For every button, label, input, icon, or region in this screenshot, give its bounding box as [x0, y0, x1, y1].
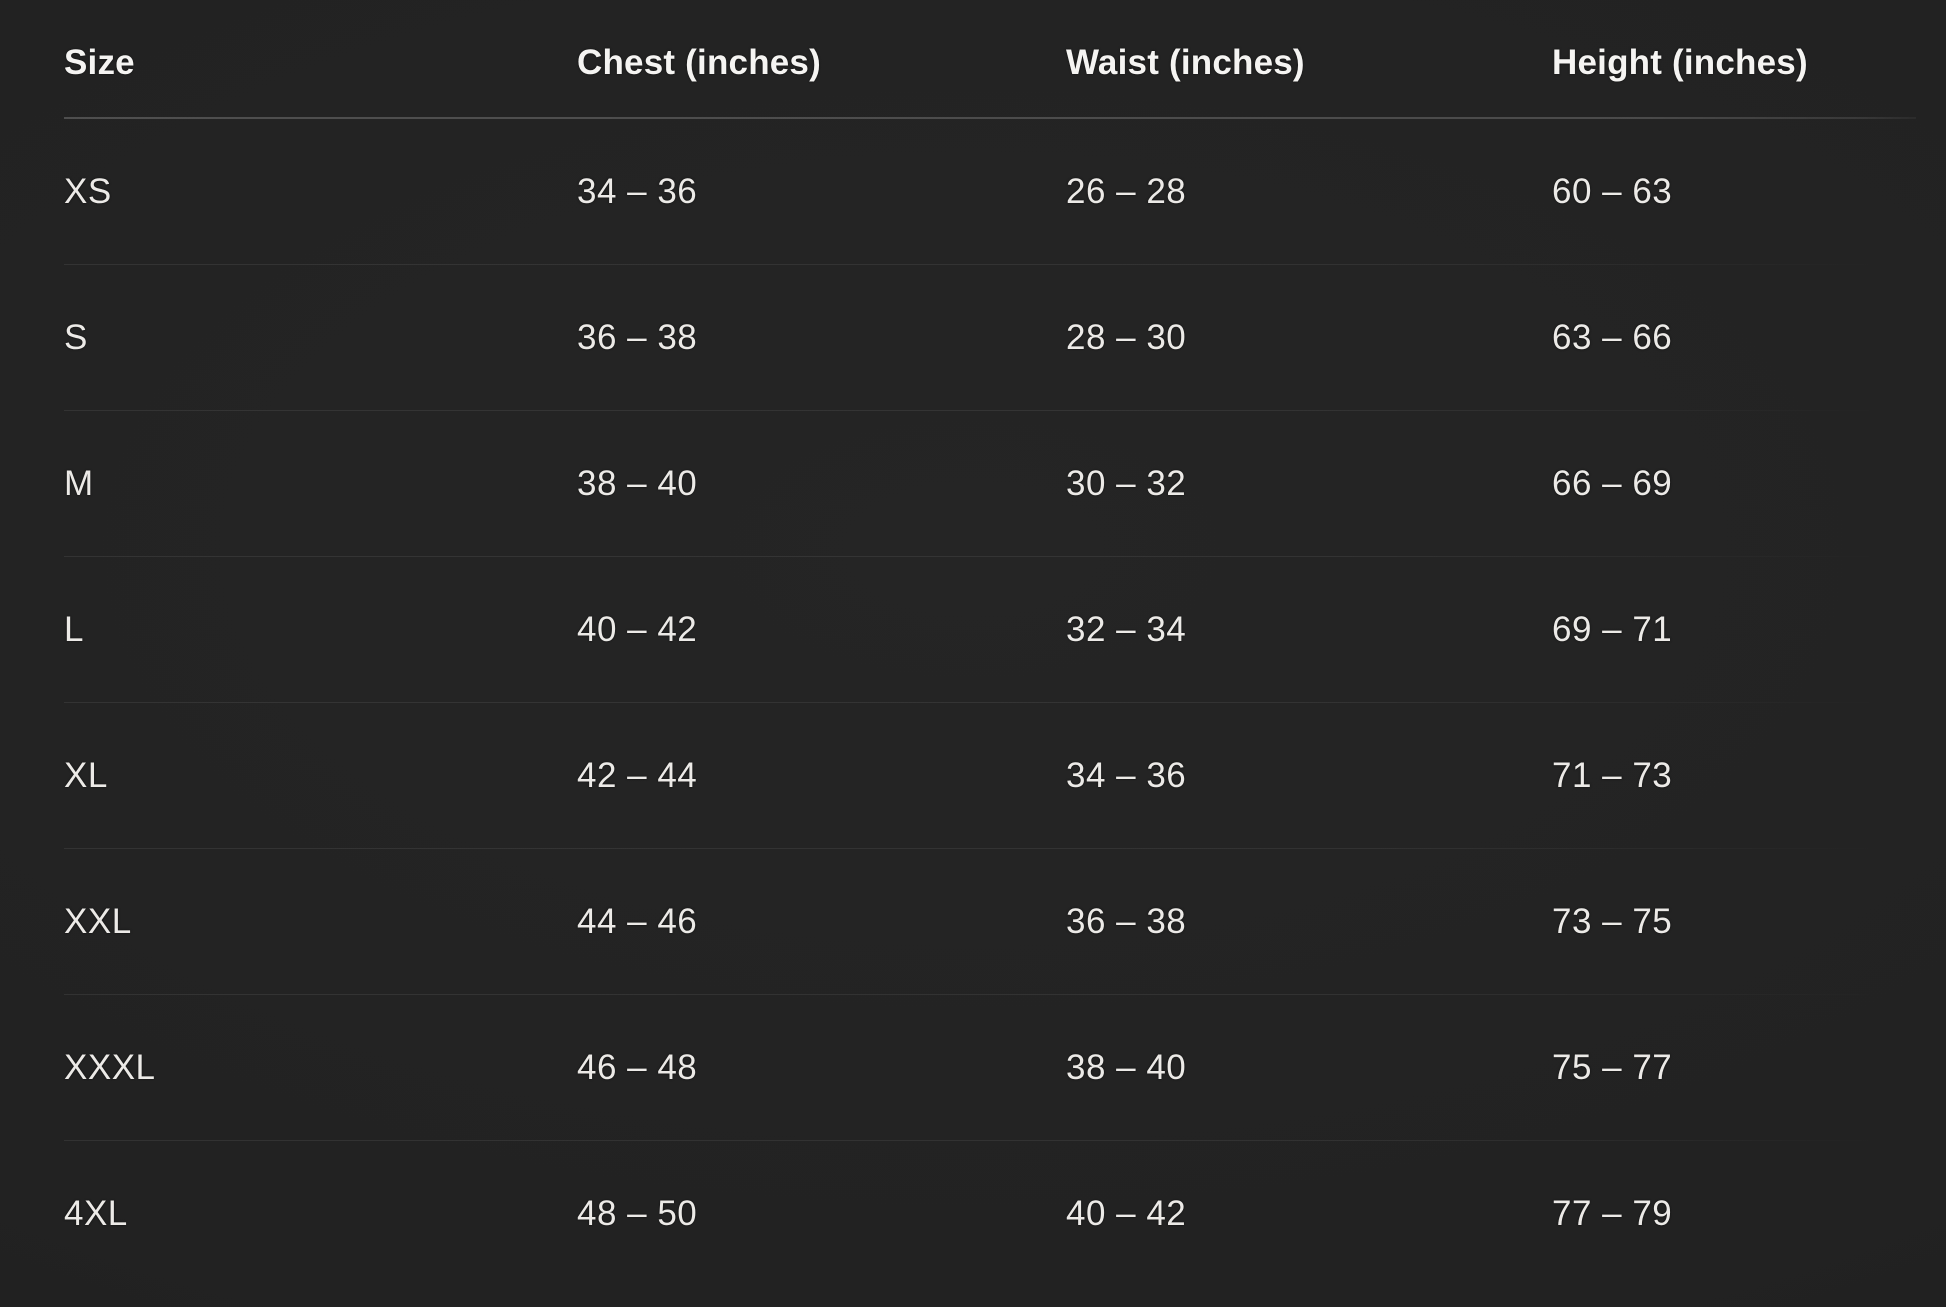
column-header-chest: Chest (inches)	[577, 42, 821, 82]
height-cell: 66 – 69	[1552, 464, 1673, 503]
chest-cell: 40 – 42	[577, 610, 698, 649]
size-cell: 4XL	[64, 1194, 128, 1233]
table-row-l: L 40 – 42 32 – 34 69 – 71	[64, 557, 1930, 703]
height-cell: 69 – 71	[1552, 610, 1673, 649]
table-row-xxxl: XXXL 46 – 48 38 – 40 75 – 77	[64, 995, 1930, 1141]
table-row-4xl: 4XL 48 – 50 40 – 42 77 – 79	[64, 1141, 1930, 1287]
table-row-xxl: XXL 44 – 46 36 – 38 73 – 75	[64, 849, 1930, 995]
table-header-row: Size Chest (inches) Waist (inches) Heigh…	[64, 0, 1930, 119]
size-cell: S	[64, 318, 88, 357]
chest-cell: 36 – 38	[577, 318, 698, 357]
table-row-xl: XL 42 – 44 34 – 36 71 – 73	[64, 703, 1930, 849]
waist-cell: 36 – 38	[1066, 902, 1187, 941]
size-cell: M	[64, 464, 94, 503]
column-header-waist: Waist (inches)	[1066, 42, 1305, 82]
waist-cell: 40 – 42	[1066, 1194, 1187, 1233]
column-header-size: Size	[64, 42, 135, 82]
height-cell: 77 – 79	[1552, 1194, 1673, 1233]
waist-cell: 26 – 28	[1066, 172, 1187, 211]
chest-cell: 46 – 48	[577, 1048, 698, 1087]
chest-cell: 38 – 40	[577, 464, 698, 503]
height-cell: 73 – 75	[1552, 902, 1673, 941]
chest-cell: 34 – 36	[577, 172, 698, 211]
height-cell: 60 – 63	[1552, 172, 1673, 211]
size-cell: XS	[64, 172, 112, 211]
height-cell: 71 – 73	[1552, 756, 1673, 795]
size-cell: XXL	[64, 902, 132, 941]
waist-cell: 38 – 40	[1066, 1048, 1187, 1087]
table-row-m: M 38 – 40 30 – 32 66 – 69	[64, 411, 1930, 557]
table-row-xs: XS 34 – 36 26 – 28 60 – 63	[64, 119, 1930, 265]
table-row-s: S 36 – 38 28 – 30 63 – 66	[64, 265, 1930, 411]
chest-cell: 48 – 50	[577, 1194, 698, 1233]
waist-cell: 34 – 36	[1066, 756, 1187, 795]
size-cell: L	[64, 610, 84, 649]
waist-cell: 28 – 30	[1066, 318, 1187, 357]
height-cell: 75 – 77	[1552, 1048, 1673, 1087]
waist-cell: 30 – 32	[1066, 464, 1187, 503]
chest-cell: 44 – 46	[577, 902, 698, 941]
height-cell: 63 – 66	[1552, 318, 1673, 357]
chest-cell: 42 – 44	[577, 756, 698, 795]
waist-cell: 32 – 34	[1066, 610, 1187, 649]
size-cell: XL	[64, 756, 108, 795]
column-header-height: Height (inches)	[1552, 42, 1808, 82]
size-cell: XXXL	[64, 1048, 156, 1087]
